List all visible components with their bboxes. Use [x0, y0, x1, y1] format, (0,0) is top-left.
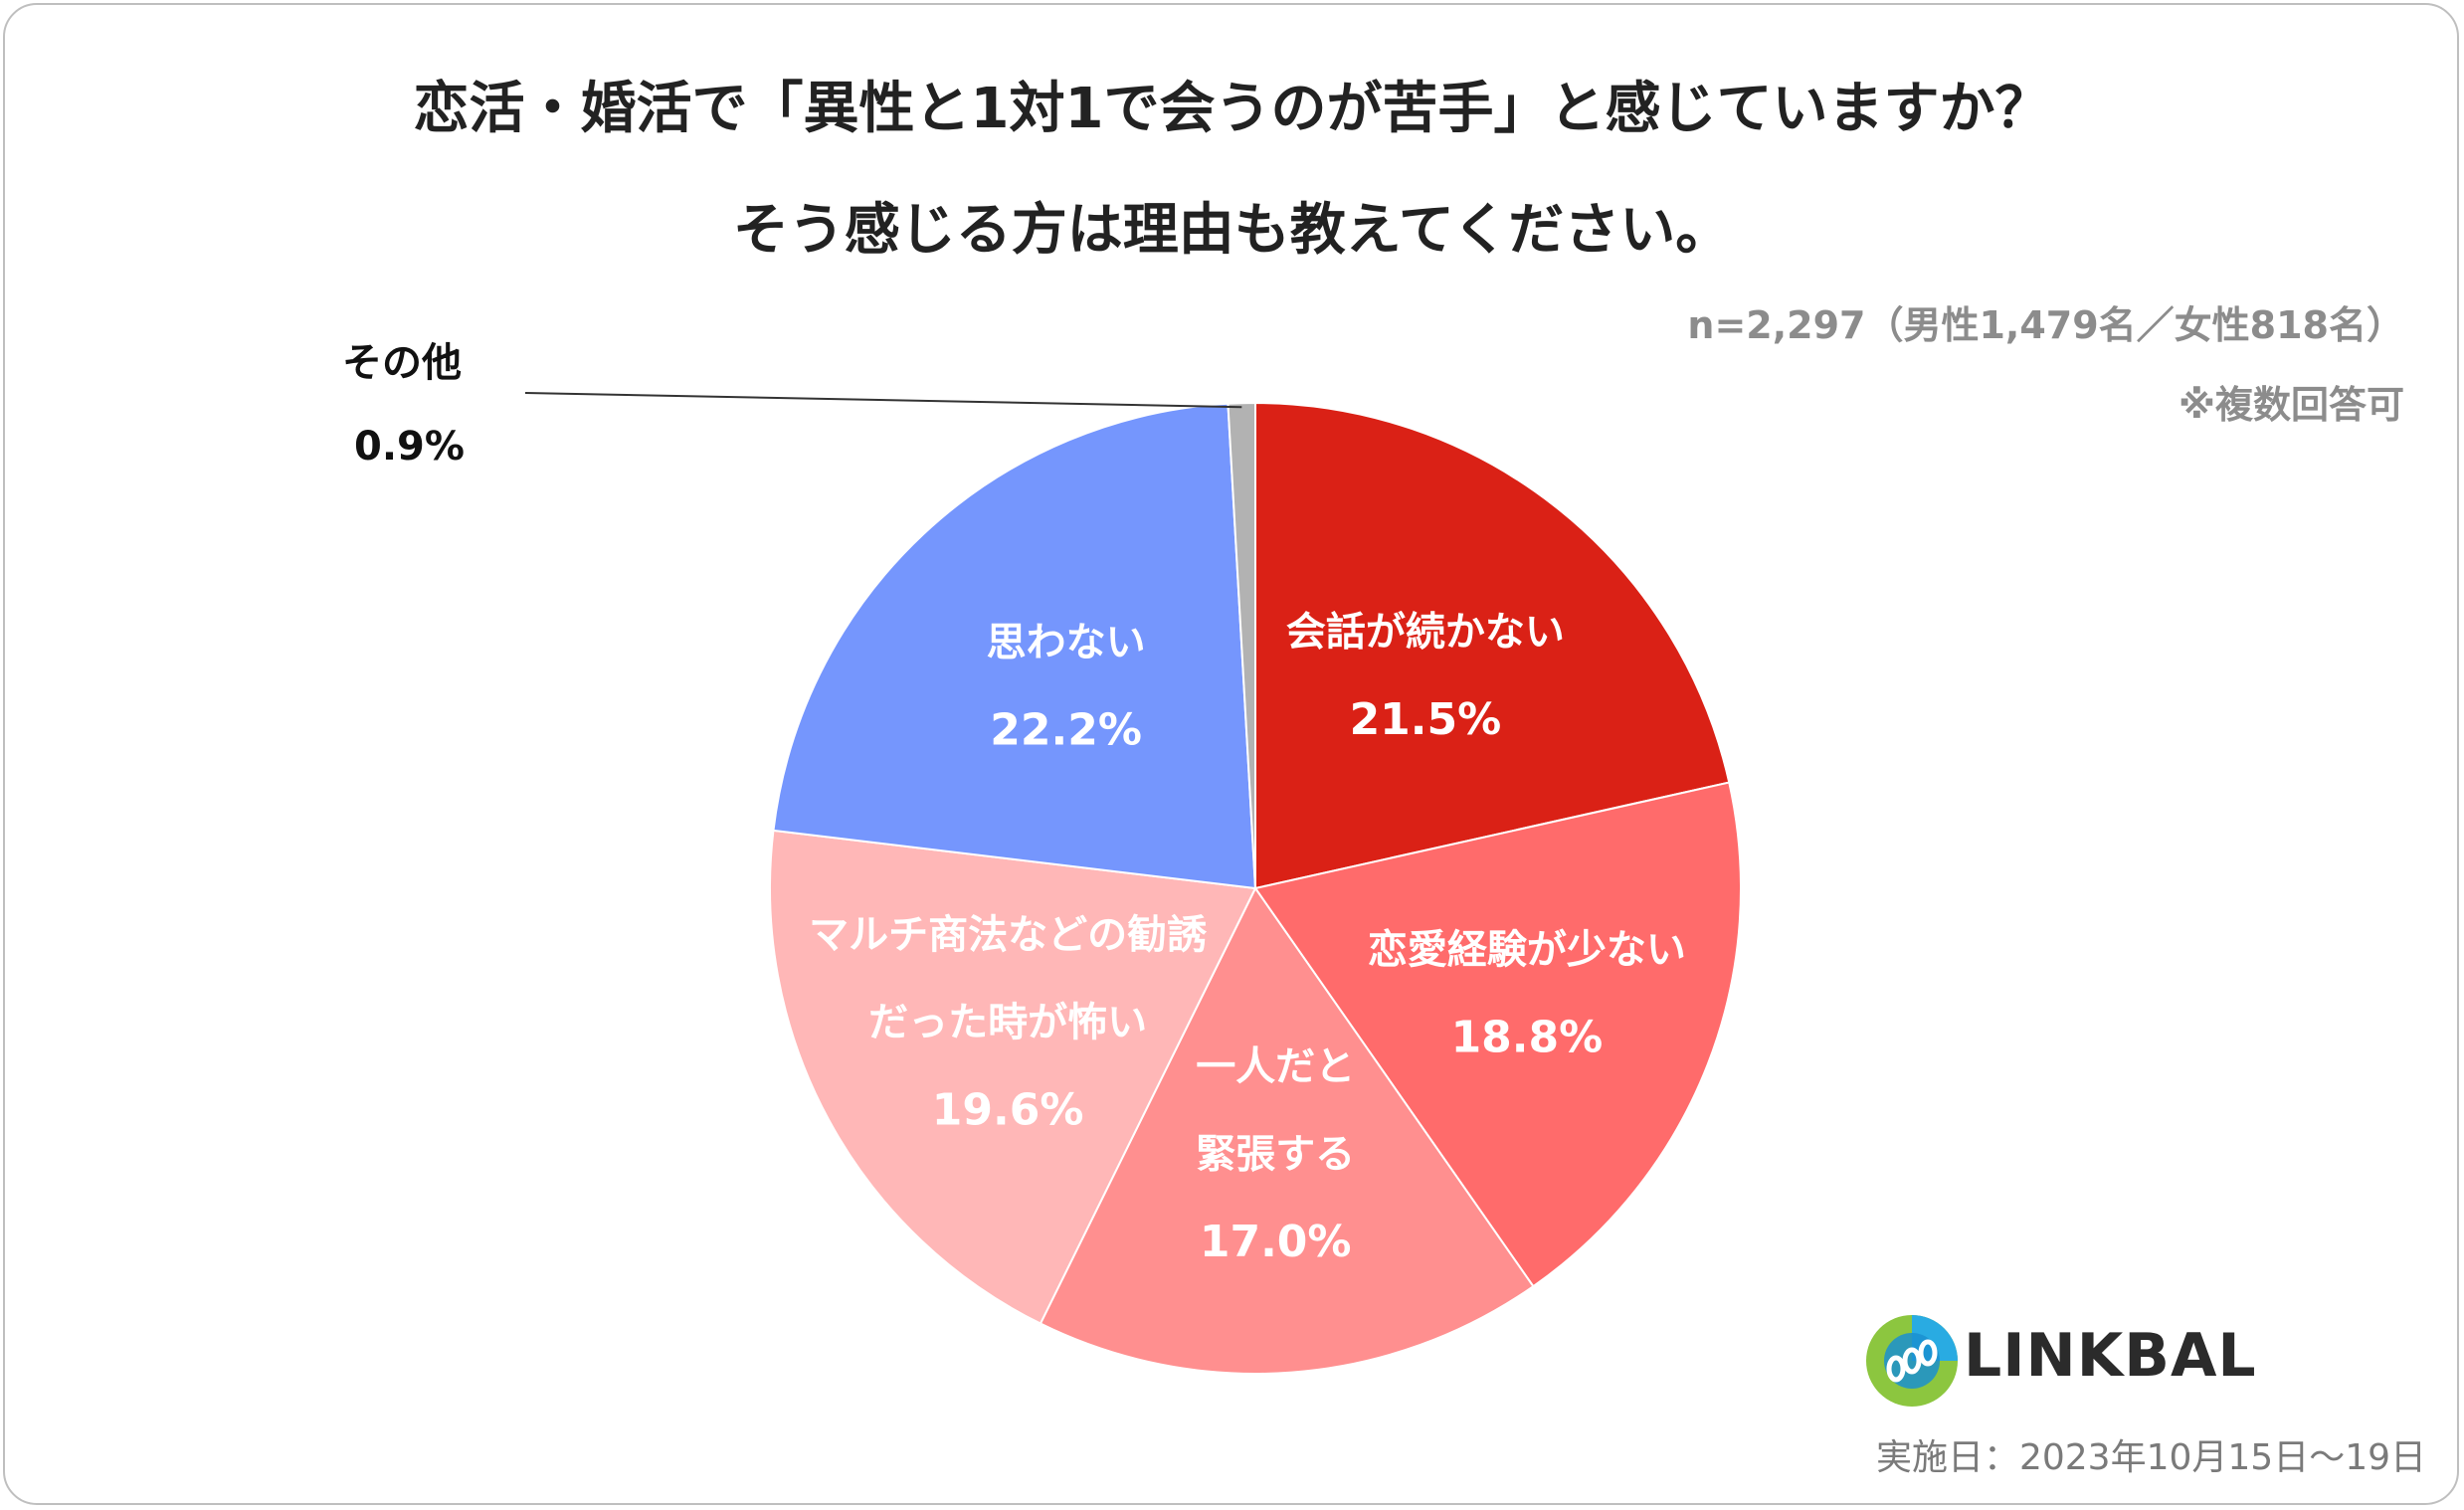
- slice-label-other-value: 0.9%: [354, 424, 465, 470]
- pie-slice-0: [1254, 401, 1731, 890]
- brand-name: LINKBAL: [1964, 1321, 2257, 1391]
- chart-title-line2: そう感じる方は理由も教えてください。: [732, 198, 1732, 263]
- slice-name-label-2: 緊張する: [1196, 1132, 1355, 1178]
- slice-value-label-4: 22.2%: [990, 705, 1142, 756]
- slice-value-label-2: 17.0%: [1200, 1217, 1352, 1267]
- chart-title-line1: 恋活・婚活で「異性と1対1で会うのが苦手」と感じていますか？: [413, 77, 2051, 141]
- slice-label-other-name: その他: [342, 340, 462, 386]
- slice-name-label-4: 思わない: [987, 620, 1146, 665]
- linkbal-logo-icon: [1866, 1315, 1958, 1407]
- slice-name-label-0: 会話が続かない: [1286, 610, 1565, 656]
- slice-value-label-0: 21.5%: [1350, 694, 1502, 745]
- slice-name-label-1: 恋愛経験が少ない: [1368, 927, 1686, 973]
- pie-slice-1: [1253, 781, 1743, 1288]
- slice-name-label-2: 一人だと: [1196, 1044, 1355, 1090]
- slice-value-label-3: 19.6%: [932, 1084, 1084, 1135]
- pie-slice-3: [769, 829, 1257, 1325]
- pie-slice-4: [772, 402, 1257, 890]
- slice-value-label-1: 18.8%: [1451, 1013, 1604, 1063]
- slice-name-label-3: だった時が怖い: [868, 1000, 1147, 1045]
- multiple-answer-note: ※複数回答可: [2179, 383, 2404, 427]
- pie-slice-5: [1227, 401, 1256, 889]
- leader-line-other: [524, 392, 1242, 409]
- slice-name-label-3: マルチ商法などの勧誘: [809, 912, 1207, 958]
- survey-date: 実施日：2023年10月15日〜19日: [1875, 1437, 2426, 1478]
- pie-slice-2: [1039, 886, 1535, 1375]
- sample-size: n=2,297（男性1,479名／女性818名）: [1687, 303, 2404, 347]
